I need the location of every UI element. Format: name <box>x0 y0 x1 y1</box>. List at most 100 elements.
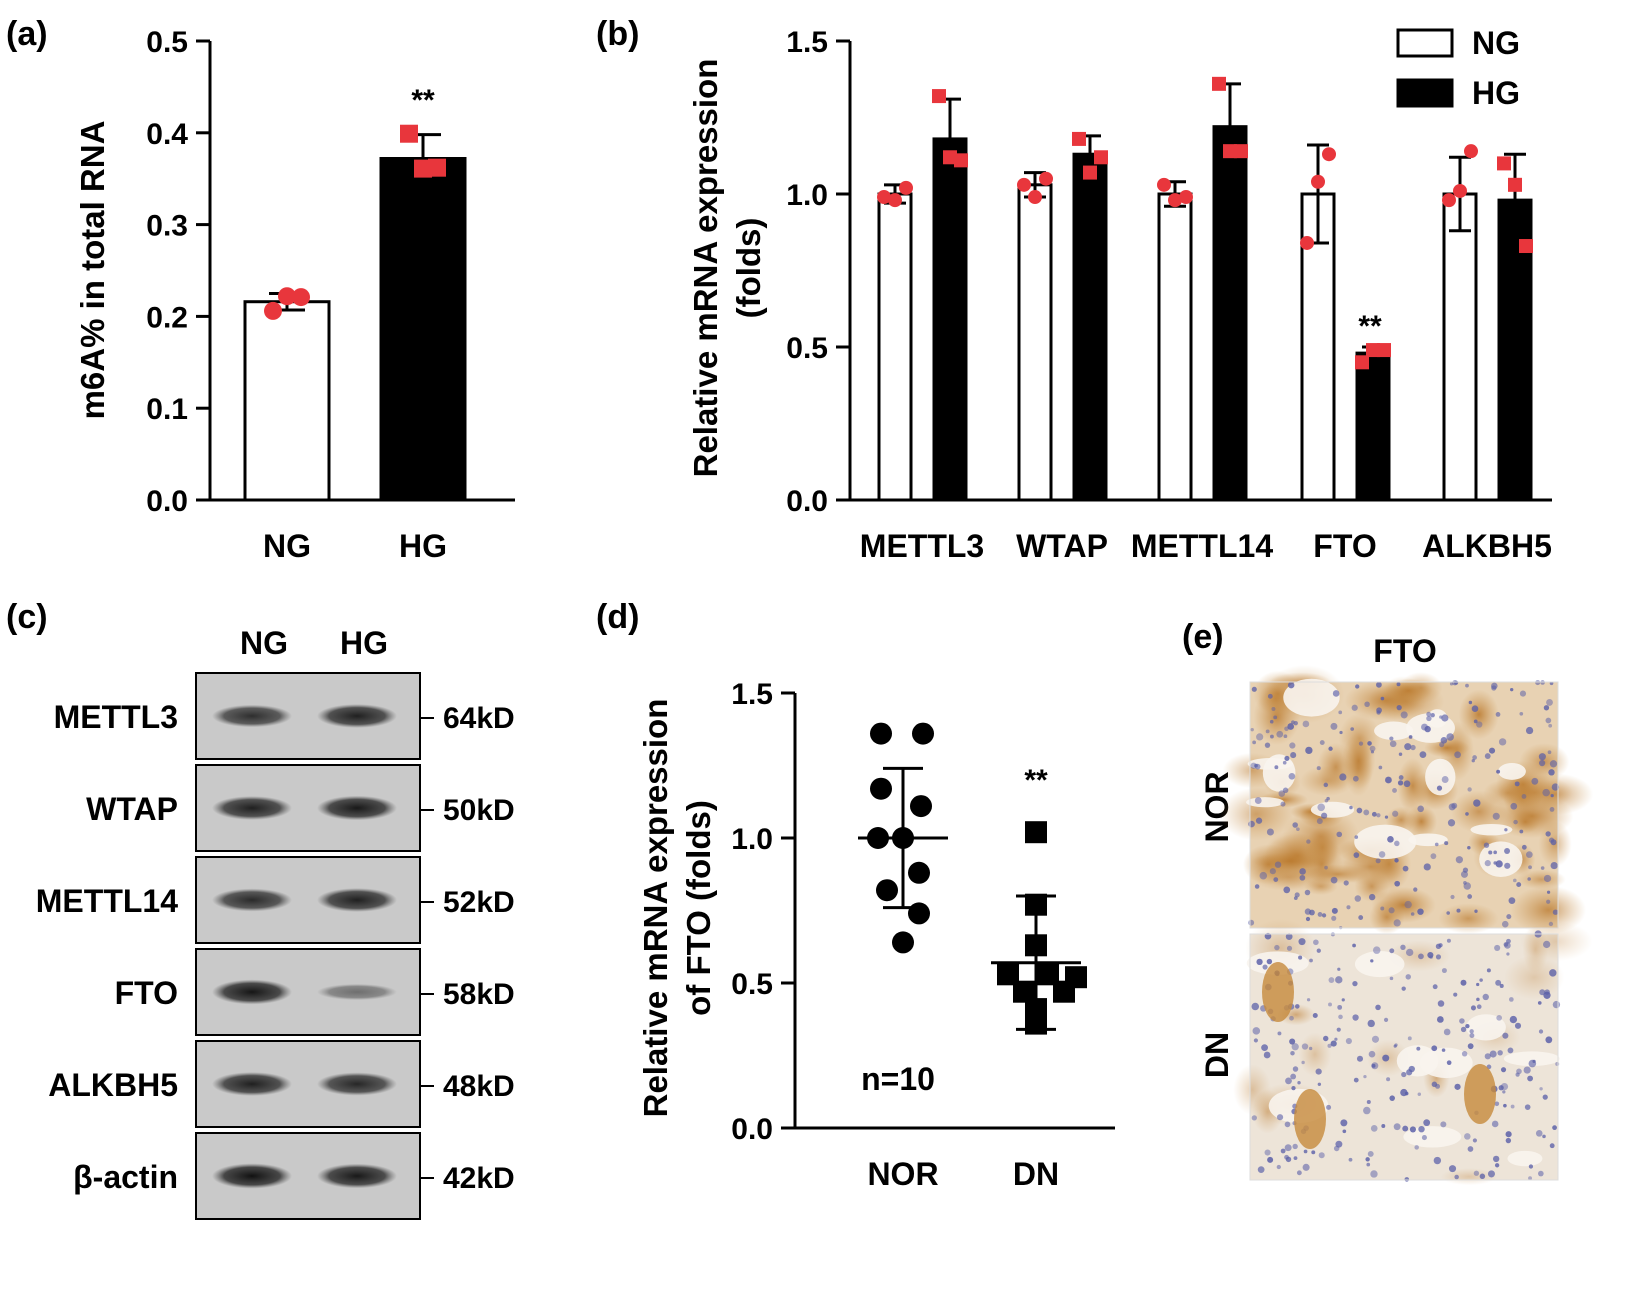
ihc-dn-nucleus <box>1264 1149 1271 1156</box>
panel-d-label: (d) <box>596 598 639 636</box>
ihc-dn-nucleus <box>1542 1094 1548 1100</box>
panel-b-point <box>1039 171 1053 186</box>
panel-b-point <box>1366 343 1380 358</box>
ihc-dn-nucleus <box>1330 1040 1337 1047</box>
ihc-nor-nucleus <box>1319 740 1325 746</box>
blot-protein-label: METTL14 <box>36 883 178 919</box>
ihc-dn-nucleus <box>1539 989 1546 996</box>
panel-b-xtick-5: ALKBH5 <box>1422 528 1552 564</box>
ihc-dn-nucleus <box>1337 967 1341 971</box>
legend-ng-swatch <box>1396 28 1454 58</box>
ihc-nor-nucleus <box>1393 919 1401 927</box>
ihc-nor-nucleus <box>1496 769 1501 774</box>
ihc-dn-nucleus <box>1328 1002 1332 1007</box>
panel-a-plot <box>243 124 467 502</box>
ihc-dn-nucleus <box>1311 1150 1316 1155</box>
ihc-nor-nucleus <box>1545 717 1552 724</box>
panel-e-label: (e) <box>1182 618 1224 656</box>
ihc-nor-stain <box>1341 732 1376 790</box>
panel-b-bar-mettl14-ng <box>1157 192 1193 502</box>
ihc-dn-nucleus <box>1371 1062 1379 1070</box>
panel-a-ytick-label: 0.5 <box>146 26 188 59</box>
ihc-nor-nucleus <box>1396 704 1402 711</box>
panel-d-ytick-label: 1.0 <box>731 823 773 856</box>
panel-a-xtick-ng: NG <box>263 528 311 564</box>
ihc-dn-nucleus <box>1290 1073 1297 1080</box>
ihc-nor-nucleus <box>1283 886 1291 894</box>
ihc-dn-nucleus <box>1441 1048 1446 1052</box>
ihc-dn-nucleus <box>1367 1019 1375 1028</box>
ihc-dn-nucleus <box>1509 1015 1518 1024</box>
ihc-dn-nucleus <box>1409 1126 1416 1133</box>
ihc-nor-nucleus <box>1434 842 1439 847</box>
ihc-dn-nucleus <box>1427 951 1434 959</box>
panel-a-point <box>428 158 446 177</box>
blot-band <box>212 796 292 820</box>
ihc-nor-nucleus <box>1545 831 1551 837</box>
ihc-dn-nucleus <box>1524 1104 1531 1110</box>
ihc-nor-nucleus <box>1510 802 1518 810</box>
ihc-nor-nucleus <box>1546 698 1553 706</box>
ihc-nor-nucleus <box>1504 847 1511 854</box>
blot-band <box>317 1163 397 1189</box>
blot-row: METTL14 52kD <box>36 856 515 944</box>
panel-d-yticks: 0.0 0.5 1.0 1.5 <box>731 678 795 1146</box>
blot-band <box>212 979 292 1005</box>
ihc-dn-nucleus <box>1317 1082 1322 1086</box>
ihc-dn-nucleus <box>1366 1099 1371 1105</box>
panel-b-point <box>954 153 968 168</box>
ihc-nor-nucleus <box>1417 908 1424 915</box>
ihc-dn-nucleus <box>1538 1170 1544 1177</box>
ihc-dn-nucleus <box>1460 1026 1467 1033</box>
ihc-nor-nucleus <box>1467 787 1472 792</box>
ihc-dn-nucleus <box>1290 1050 1295 1056</box>
ihc-nor-nucleus <box>1289 742 1296 749</box>
ihc-nor-stain <box>1517 869 1566 890</box>
ihc-nor-nucleus <box>1367 741 1372 746</box>
ihc-nor-nucleus <box>1346 905 1351 910</box>
panel-d-plot <box>858 722 1087 1035</box>
ihc-dn-nucleus <box>1292 1066 1299 1072</box>
ihc-nor-nucleus <box>1349 805 1353 810</box>
ihc-dn-nucleus <box>1302 1163 1310 1171</box>
ihc-nor-nucleus <box>1423 863 1431 871</box>
panel-b-point <box>1094 150 1108 165</box>
ihc-nor-stain <box>1458 689 1499 740</box>
ihc-dn-nucleus <box>1301 1043 1309 1050</box>
ihc-dn-nucleus <box>1523 1066 1531 1074</box>
ihc-dn-nucleus <box>1291 1086 1296 1091</box>
ihc-nor-nucleus <box>1528 865 1532 870</box>
panel-a-point <box>264 301 282 320</box>
blot-row: β-actin 42kD <box>73 1132 515 1220</box>
ihc-image-nor <box>1219 664 1594 935</box>
ihc-nor-nucleus <box>1548 723 1553 728</box>
ihc-dn-nucleus <box>1315 1068 1322 1075</box>
ihc-nor-nucleus <box>1488 747 1496 754</box>
blot-size-label: 42kD <box>443 1162 515 1195</box>
panel-d-point-nor <box>908 902 930 925</box>
ihc-nor-nucleus <box>1550 794 1554 798</box>
ihc-nor-nucleus <box>1519 690 1527 697</box>
ihc-nor-nucleus <box>1413 887 1418 892</box>
panel-d-point-dn <box>1013 980 1035 1003</box>
ihc-nor-nucleus <box>1417 805 1424 813</box>
panel-b-ytick-label: 1.5 <box>786 26 828 59</box>
ihc-nor-nucleus <box>1269 868 1276 875</box>
panel-d-point-nor <box>892 931 914 954</box>
panel-a-ytick-label: 0.1 <box>146 393 188 426</box>
ihc-dn-stain-focus <box>1464 1064 1496 1124</box>
panel-a-ytick-label: 0.3 <box>146 210 188 243</box>
ihc-nor-nucleus <box>1398 752 1403 756</box>
ihc-dn-nucleus <box>1280 1148 1286 1154</box>
ihc-dn-nucleus <box>1366 1162 1371 1167</box>
ihc-nor-nucleus <box>1328 746 1333 751</box>
ihc-dn-nucleus <box>1486 968 1491 973</box>
ihc-nor-nucleus <box>1400 711 1408 719</box>
blot-lane-ng: NG <box>240 625 288 661</box>
ihc-dn-nucleus <box>1296 1170 1302 1176</box>
ihc-dn-nucleus <box>1284 1144 1292 1152</box>
panel-b-point <box>1355 355 1369 370</box>
ihc-nor-nucleus <box>1378 765 1383 770</box>
ihc-dn-nucleus <box>1443 1028 1451 1036</box>
